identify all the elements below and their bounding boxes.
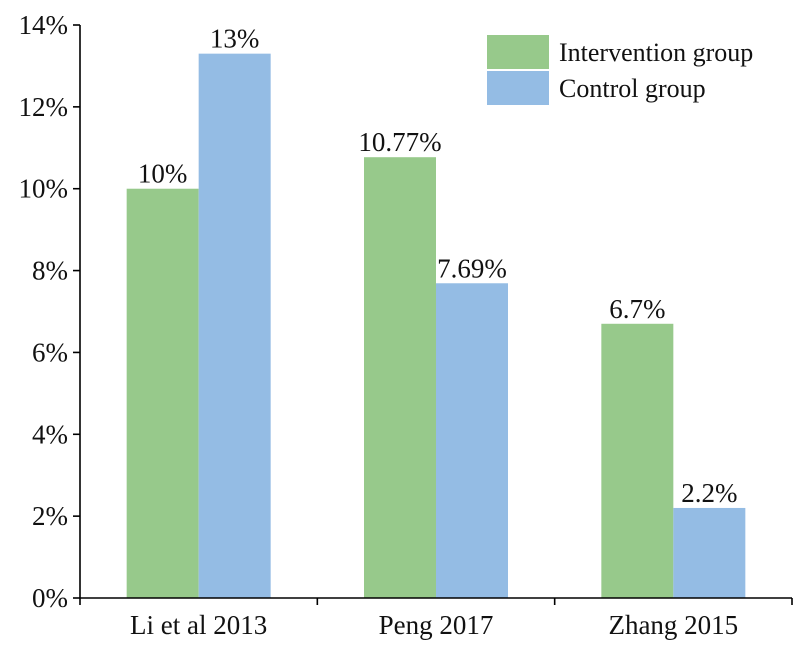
legend-swatch — [487, 71, 549, 105]
data-label: 13% — [210, 24, 260, 54]
legend-label: Control group — [559, 74, 706, 103]
y-tick-label: 2% — [32, 501, 68, 531]
x-category-label: Li et al 2013 — [130, 610, 267, 640]
y-tick-label: 4% — [32, 419, 68, 449]
bar-control-1 — [198, 53, 271, 598]
x-category-label: Zhang 2015 — [608, 610, 738, 640]
x-category-label: Peng 2017 — [379, 610, 494, 640]
data-label: 2.2% — [681, 478, 737, 508]
data-labels: 10% 13% 10.77% 7.69% 6.7% 2.2% — [138, 24, 738, 508]
y-axis-ticks: 0% 2% 4% 6% 8% 10% 12% 14% — [19, 10, 80, 613]
data-label: 6.7% — [609, 294, 665, 324]
y-tick-label: 8% — [32, 256, 68, 286]
bar-control-2 — [436, 283, 508, 598]
legend: Intervention group Control group — [487, 35, 753, 105]
y-tick-label: 12% — [19, 92, 69, 122]
legend-swatch — [487, 35, 549, 69]
bar-intervention-2 — [364, 157, 436, 598]
data-label: 7.69% — [437, 253, 507, 283]
bar-intervention-3 — [601, 323, 674, 598]
data-label: 10.77% — [358, 127, 441, 157]
legend-label: Intervention group — [559, 38, 753, 67]
y-tick-label: 6% — [32, 337, 68, 367]
data-label: 10% — [138, 159, 188, 189]
y-tick-label: 14% — [19, 10, 69, 40]
y-tick-label: 0% — [32, 583, 68, 613]
category-labels: Li et al 2013 Peng 2017 Zhang 2015 — [130, 610, 738, 640]
x-axis-ticks — [79, 598, 793, 605]
bar-intervention-1 — [126, 188, 199, 598]
bar-control-3 — [673, 507, 746, 598]
y-tick-label: 10% — [19, 174, 69, 204]
bars — [126, 53, 746, 598]
